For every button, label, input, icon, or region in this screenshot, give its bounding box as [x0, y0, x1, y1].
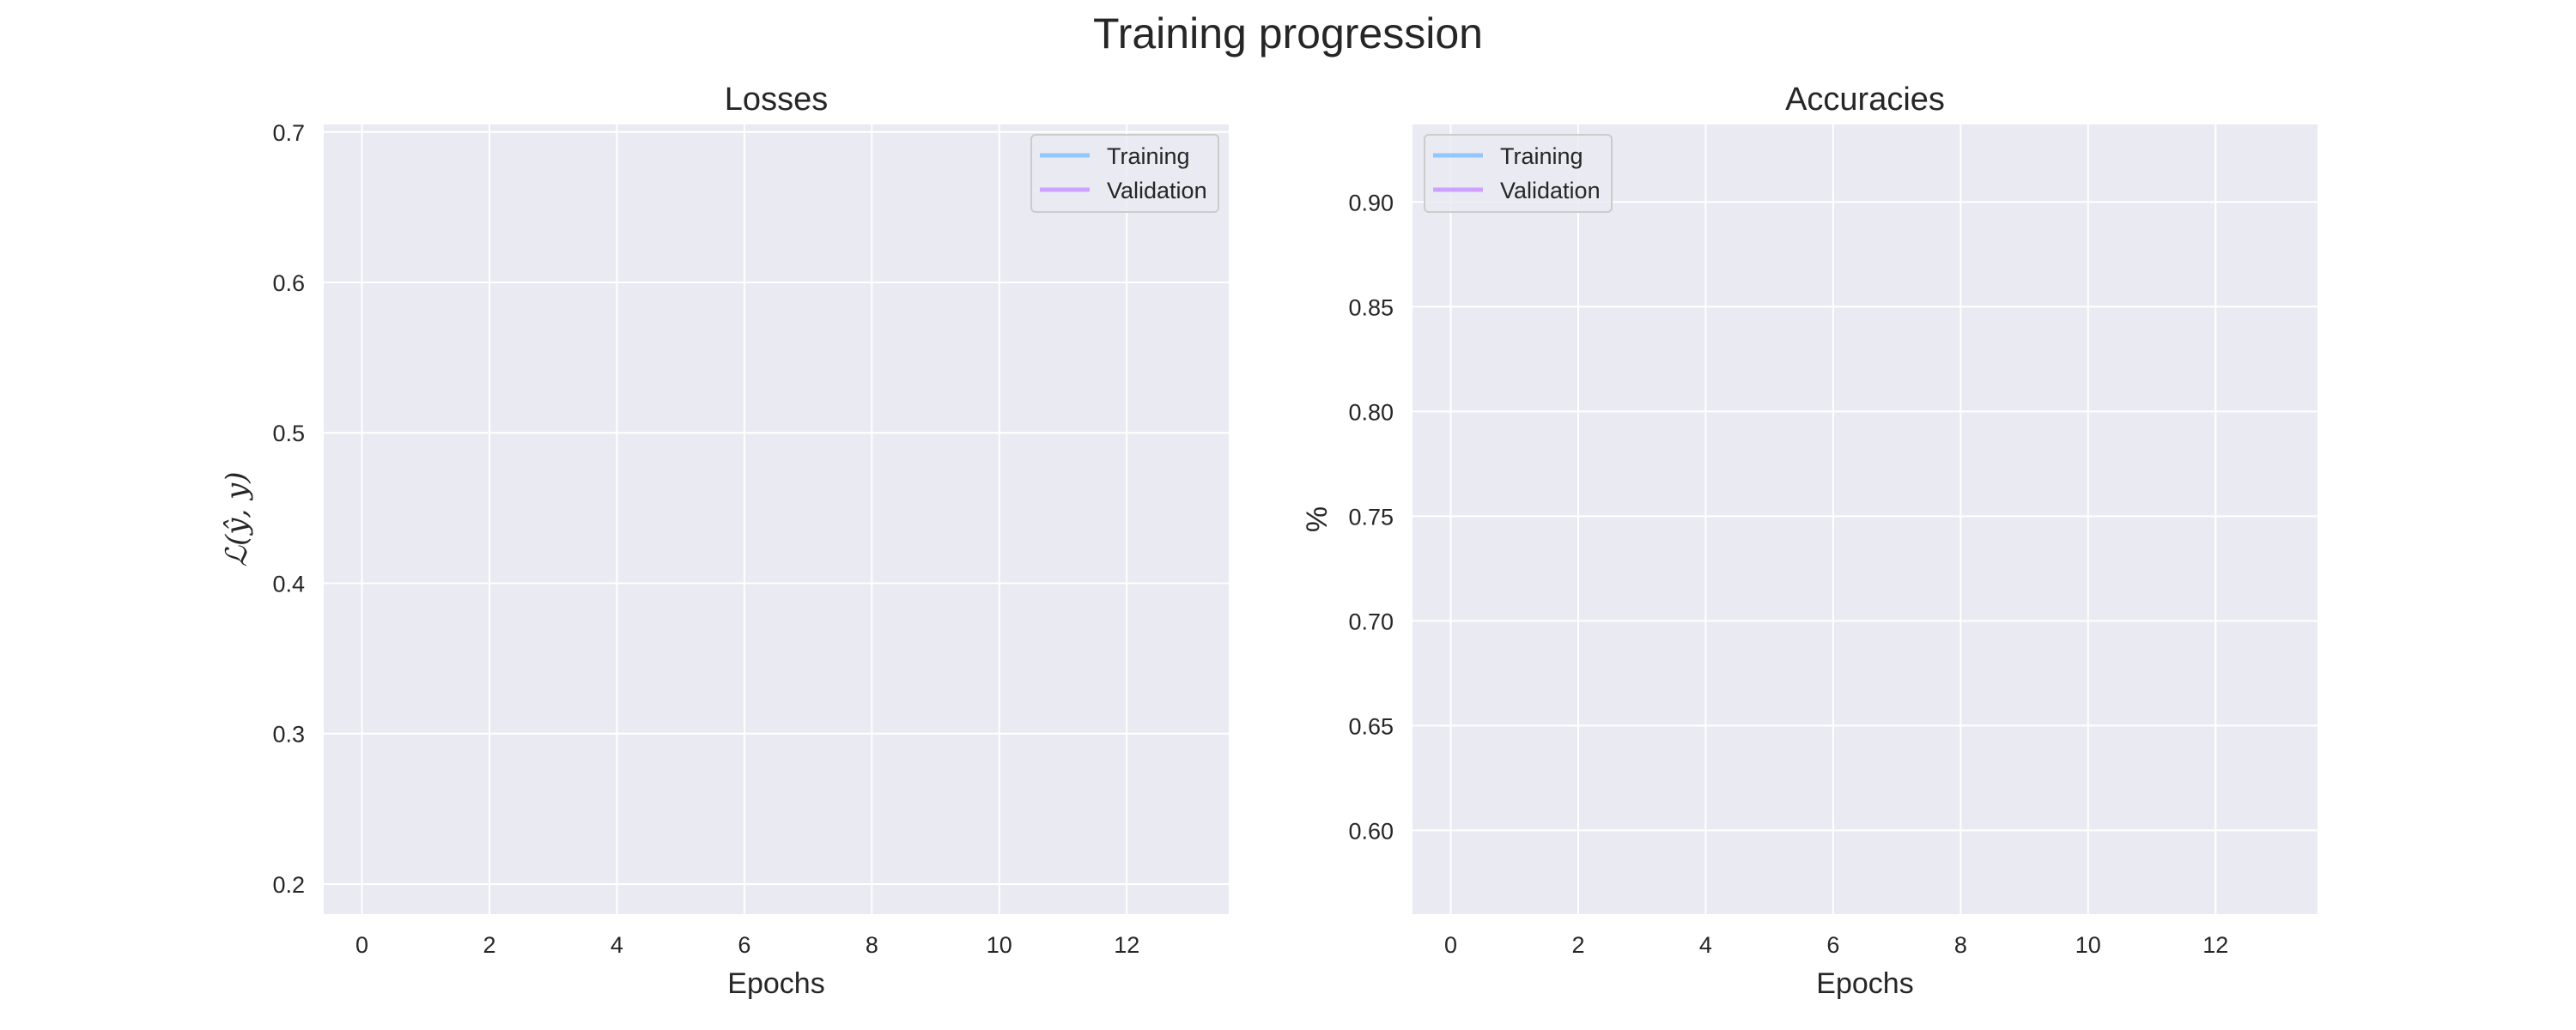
losses-y-axis-label: ℒ(ŷ, y)	[220, 471, 254, 566]
losses-x-tick-label: 2	[483, 932, 495, 958]
losses-x-tick-label: 4	[611, 932, 623, 958]
accuracies-y-tick-label: 0.90	[1348, 190, 1394, 215]
accuracies-plot-area	[1413, 124, 2318, 914]
losses-x-tick-label: 6	[738, 932, 750, 958]
accuracies-x-axis-label: Epochs	[1816, 967, 1913, 1000]
accuracies-legend-label: Training	[1500, 143, 1583, 169]
losses-x-tick-label: 0	[355, 932, 368, 958]
accuracies-axes: 0 2 4 6 8 10 12 0.60 0.65 0.70 0.75 0.80 0.85 0.90 Acc…	[1301, 82, 2318, 1000]
losses-x-axis-label: Epochs	[727, 967, 824, 1000]
accuracies-axes-title: Accuracies	[1785, 82, 1945, 118]
losses-axes-title: Losses	[725, 82, 828, 118]
losses-axes: 0 2 4 6 8 10 12 0.2 0.3 0.4 0.5 0.6 0.7 Losses Epochs ℒ…	[220, 82, 1229, 1000]
losses-y-tick-label: 0.4	[272, 571, 305, 597]
accuracies-x-tick-label: 2	[1571, 932, 1584, 958]
losses-y-tick-label: 0.3	[272, 722, 305, 748]
accuracies-x-tick-label: 8	[1954, 932, 1967, 958]
losses-x-tick-label: 12	[1114, 932, 1139, 958]
losses-y-tick-label: 0.6	[272, 270, 305, 296]
accuracies-x-tick-label: 10	[2075, 932, 2101, 958]
accuracies-x-tick-label: 6	[1826, 932, 1839, 958]
losses-y-tick-label: 0.5	[272, 421, 305, 446]
losses-legend: Training Validation	[1030, 134, 1219, 213]
accuracies-y-tick-label: 0.60	[1348, 818, 1394, 844]
losses-x-tick-label: 10	[987, 932, 1012, 958]
figure-suptitle: Training progression	[1093, 9, 1483, 58]
accuracies-y-tick-label: 0.85	[1348, 294, 1394, 320]
losses-legend-label: Validation	[1107, 178, 1207, 203]
accuracies-y-tick-label: 0.80	[1348, 399, 1394, 425]
accuracies-x-tick-label: 4	[1699, 932, 1712, 958]
losses-plot-area	[324, 124, 1229, 914]
accuracies-legend: Training Validation	[1424, 134, 1613, 213]
accuracies-x-tick-label: 12	[2202, 932, 2228, 958]
losses-x-tick-label: 8	[866, 932, 878, 958]
accuracies-legend-label: Validation	[1500, 178, 1601, 203]
accuracies-y-tick-label: 0.70	[1348, 609, 1394, 634]
losses-y-tick-label: 0.7	[272, 120, 305, 146]
losses-legend-label: Training	[1107, 143, 1190, 169]
accuracies-y-tick-label: 0.65	[1348, 713, 1394, 739]
accuracies-x-tick-label: 0	[1444, 932, 1457, 958]
accuracies-y-tick-label: 0.75	[1348, 504, 1394, 530]
losses-y-tick-label: 0.2	[272, 872, 305, 898]
accuracies-y-axis-label: %	[1301, 506, 1334, 532]
